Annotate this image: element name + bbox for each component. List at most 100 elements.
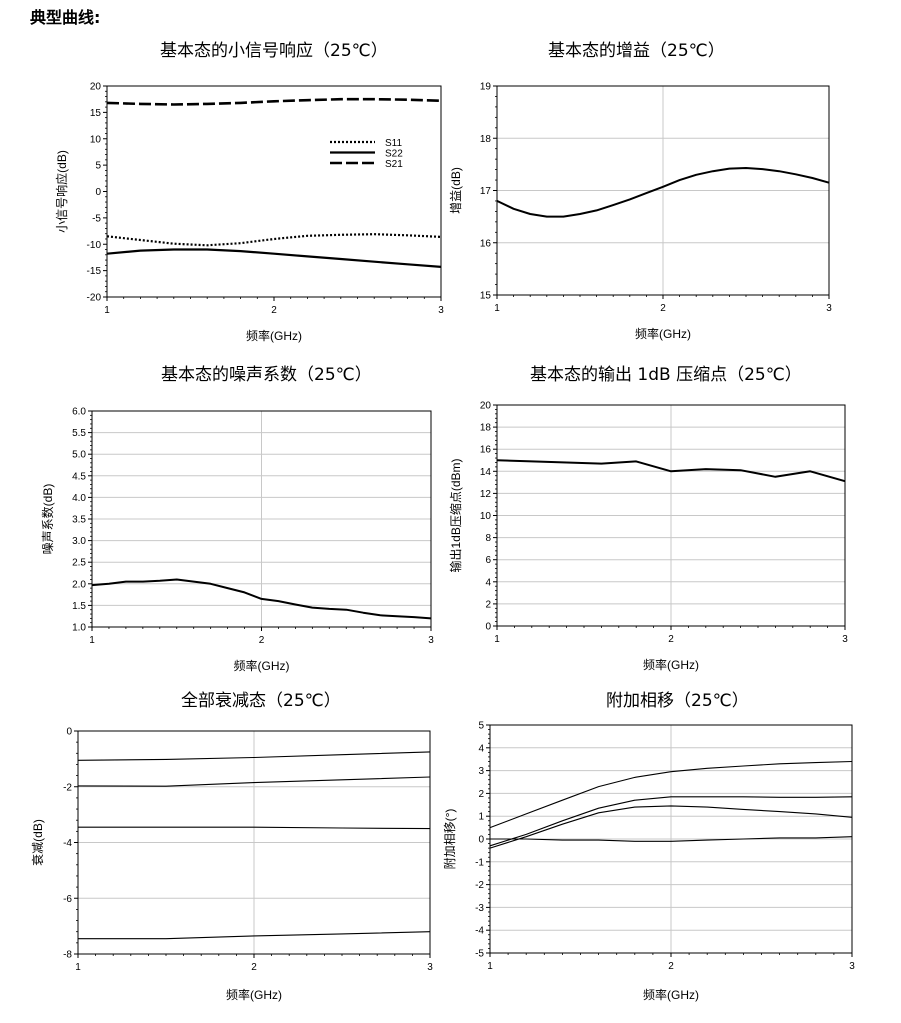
series-line-1 — [489, 760, 853, 829]
y-tick-label: 16 — [480, 445, 492, 456]
x-tick-label: 2 — [668, 961, 674, 972]
y-tick-label: 4.0 — [72, 493, 86, 504]
y-tick-label: -4 — [63, 838, 72, 849]
x-tick-label: 3 — [842, 634, 848, 645]
x-tick-label: 2 — [259, 635, 265, 646]
y-tick-label: 5.5 — [72, 428, 86, 439]
y-axis-label: 衰减(dB) — [30, 819, 45, 866]
series-line-s22 — [106, 248, 442, 268]
x-tick-label: 1 — [487, 961, 493, 972]
y-tick-label: 12 — [480, 489, 492, 500]
y-tick-label: 10 — [480, 511, 492, 522]
y-tick-label: 17 — [480, 186, 492, 197]
chart-title-attenuation: 全部衰减态（25℃） — [181, 691, 341, 711]
y-tick-label: 6.0 — [72, 407, 86, 418]
y-tick-label: 8 — [485, 533, 491, 544]
chart-title-p1db: 基本态的输出 1dB 压缩点（25℃） — [530, 365, 802, 385]
x-tick-label: 3 — [428, 635, 434, 646]
series-line-3 — [489, 805, 853, 849]
series-line-1 — [496, 167, 830, 218]
legend-label-s21: S21 — [385, 159, 403, 170]
x-axis-label: 频率(GHz) — [643, 657, 699, 672]
y-tick-label: 0 — [66, 727, 72, 738]
y-tick-label: 0 — [478, 835, 484, 846]
series-line-s11 — [106, 233, 442, 247]
y-tick-label: 15 — [480, 291, 492, 302]
y-tick-label: 14 — [480, 467, 492, 478]
x-tick-label: 3 — [438, 305, 444, 316]
y-tick-label: 1.5 — [72, 601, 86, 612]
x-tick-label: 3 — [427, 962, 433, 973]
series-line-2 — [77, 776, 431, 787]
y-tick-label: 2 — [478, 789, 484, 800]
y-tick-label: 6 — [485, 555, 491, 566]
y-tick-label: -2 — [475, 880, 484, 891]
x-axis-label: 频率(GHz) — [234, 658, 290, 673]
chart-title-noise: 基本态的噪声系数（25℃） — [161, 365, 372, 385]
y-tick-label: -10 — [87, 240, 102, 251]
y-tick-label: -15 — [87, 266, 102, 277]
series-line-4 — [490, 836, 853, 842]
x-axis-label: 频率(GHz) — [635, 326, 691, 341]
x-tick-label: 2 — [668, 634, 674, 645]
y-tick-label: 3.0 — [72, 536, 86, 547]
y-tick-label: -20 — [87, 293, 102, 304]
y-axis-label: 增益(dB) — [449, 167, 463, 214]
y-tick-label: 1.0 — [72, 623, 86, 634]
y-tick-label: 2.5 — [72, 558, 86, 569]
series-line-s21 — [106, 97, 442, 106]
y-tick-label: 3 — [478, 766, 484, 777]
y-tick-label: -1 — [475, 857, 484, 868]
y-tick-label: 18 — [480, 134, 492, 145]
x-axis-label: 频率(GHz) — [643, 987, 699, 1002]
x-tick-label: 2 — [271, 305, 277, 316]
y-tick-label: 4 — [478, 743, 484, 754]
x-axis-label: 频率(GHz) — [246, 328, 302, 343]
page-heading: 典型曲线: — [30, 8, 101, 27]
y-tick-label: 19 — [480, 82, 492, 93]
y-axis-label: 噪声系数(dB) — [40, 484, 55, 555]
y-tick-label: 18 — [480, 423, 492, 434]
y-tick-label: 20 — [480, 401, 492, 412]
y-tick-label: 15 — [90, 108, 102, 119]
x-tick-label: 1 — [89, 635, 95, 646]
chart-attenuation: -8 -6 -4 -2 0 1 2 3 频率(GHz) 衰减(dB) — [30, 727, 433, 1003]
series-line-3 — [78, 826, 431, 830]
y-tick-label: -3 — [475, 903, 484, 914]
y-tick-label: -2 — [63, 782, 72, 793]
y-tick-label: -5 — [92, 213, 101, 224]
y-tick-label: 3.5 — [72, 515, 86, 526]
y-tick-label: 2.0 — [72, 579, 86, 590]
y-tick-label: 2 — [485, 599, 491, 610]
x-tick-label: 2 — [251, 962, 257, 973]
y-tick-label: -8 — [63, 950, 72, 961]
y-axis-label: 输出1dB压缩点(dBm) — [448, 458, 463, 572]
y-tick-label: -4 — [475, 926, 484, 937]
legend-label-s22: S22 — [385, 149, 403, 160]
x-tick-label: 1 — [104, 305, 110, 316]
y-tick-label: 5.0 — [72, 450, 86, 461]
y-axis-label: 附加相移(°) — [443, 809, 457, 870]
y-tick-label: 4.5 — [72, 471, 86, 482]
x-tick-label: 3 — [826, 303, 832, 314]
y-tick-label: 5 — [95, 161, 101, 172]
y-tick-label: 10 — [90, 134, 102, 145]
x-tick-label: 2 — [660, 303, 666, 314]
y-tick-label: -6 — [63, 894, 72, 905]
y-tick-label: 0 — [485, 622, 491, 633]
x-tick-label: 3 — [849, 961, 855, 972]
y-tick-label: 1 — [478, 812, 484, 823]
x-tick-label: 1 — [75, 962, 81, 973]
y-tick-label: 16 — [480, 238, 492, 249]
chart-noise: 1.0 1.5 2.0 2.5 3.0 3.5 4.0 4.5 5.0 5.5 6.0 1 2 3 频率(G… — [40, 407, 434, 674]
series-line-1 — [77, 751, 431, 761]
series-line-2 — [489, 796, 853, 847]
y-tick-label: 20 — [90, 82, 102, 93]
y-axis-label: 小信号响应(dB) — [54, 150, 69, 233]
y-tick-label: 4 — [485, 577, 491, 588]
y-tick-label: 5 — [478, 721, 484, 732]
legend-label-s11: S11 — [385, 138, 402, 149]
y-tick-label: -5 — [475, 949, 484, 960]
